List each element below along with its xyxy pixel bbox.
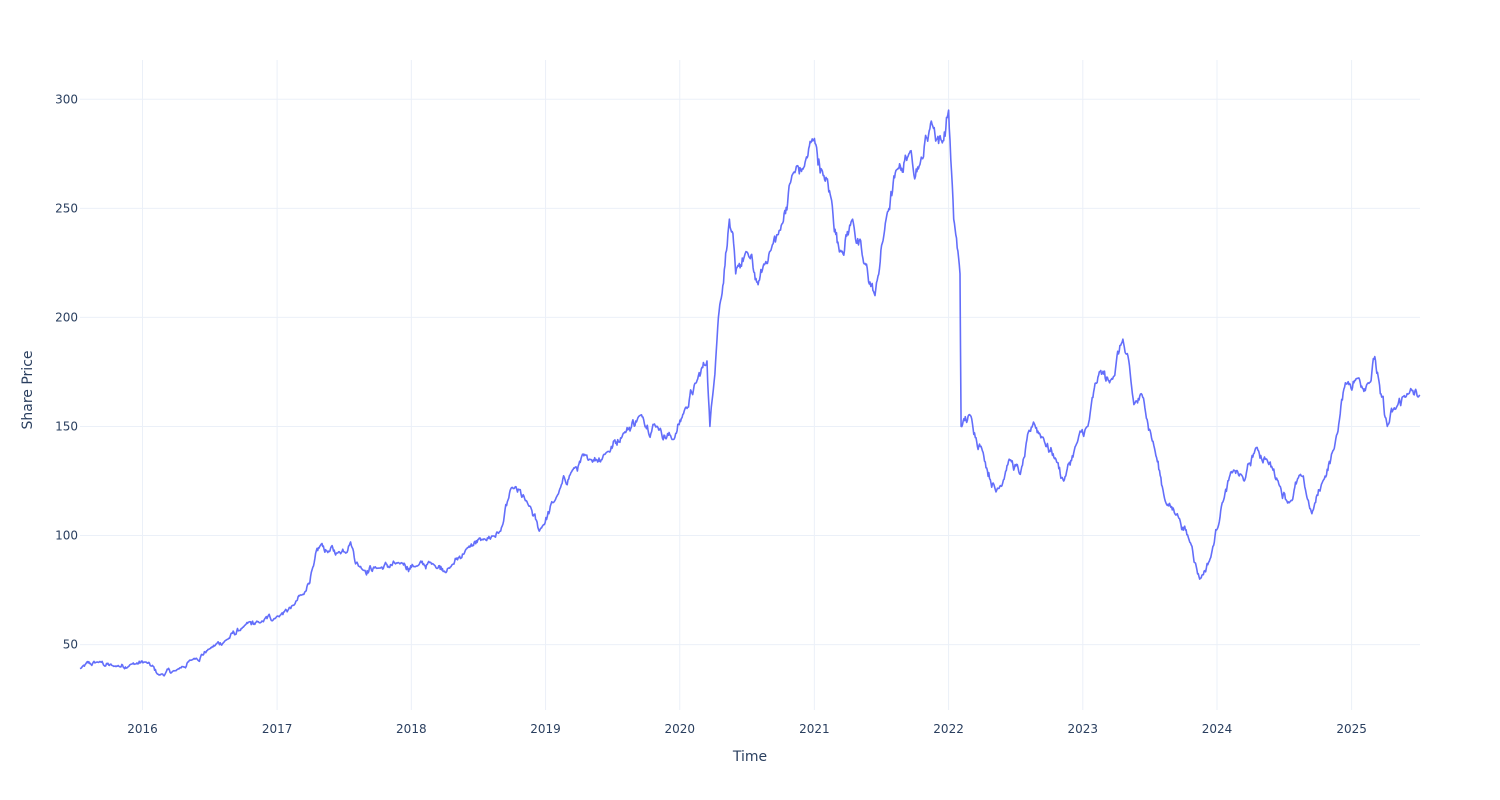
x-tick-label: 2025 bbox=[1336, 722, 1367, 736]
x-tick-label: 2022 bbox=[933, 722, 964, 736]
x-tick-label: 2018 bbox=[396, 722, 427, 736]
x-tick-label: 2016 bbox=[127, 722, 158, 736]
series-line[interactable] bbox=[79, 109, 1421, 677]
y-tick-label: 50 bbox=[63, 638, 78, 652]
x-tick-label: 2021 bbox=[799, 722, 830, 736]
x-tick-label: 2020 bbox=[664, 722, 695, 736]
plot-area[interactable] bbox=[79, 109, 1421, 677]
x-tick-label: 2024 bbox=[1202, 722, 1233, 736]
y-tick-label: 100 bbox=[55, 529, 78, 543]
x-tick-label: 2019 bbox=[530, 722, 561, 736]
y-axis-title: Share Price bbox=[20, 350, 36, 429]
y-tick-label: 250 bbox=[55, 201, 78, 215]
y-tick-label: 200 bbox=[55, 310, 78, 324]
y-axis: 50 100 150 200 250 300 bbox=[55, 92, 78, 651]
x-axis-title: Time bbox=[732, 749, 767, 765]
y-tick-label: 150 bbox=[55, 419, 78, 433]
y-tick-label: 300 bbox=[55, 92, 78, 106]
x-tick-label: 2017 bbox=[262, 722, 293, 736]
grid-lines bbox=[80, 60, 1420, 710]
x-tick-label: 2023 bbox=[1068, 722, 1099, 736]
x-axis: 2016 2017 2018 2019 2020 2021 2022 2023 2024 2025 bbox=[127, 722, 1367, 736]
